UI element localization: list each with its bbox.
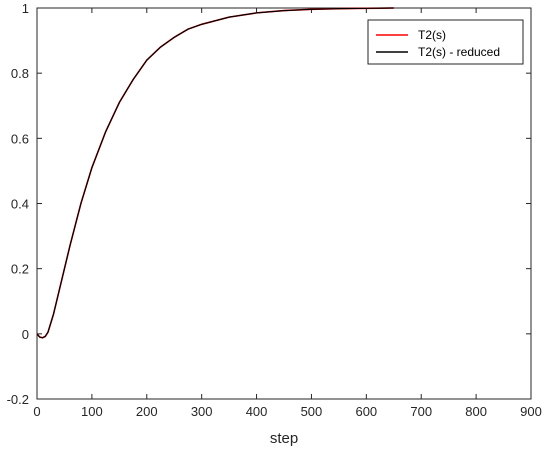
y-tick-label: 0: [22, 327, 29, 342]
legend-label-t2: T2(s): [418, 28, 446, 42]
x-tick-label: 200: [136, 404, 158, 419]
plot-area: [36, 7, 532, 400]
x-tick-label: 800: [465, 404, 487, 419]
x-tick-label: 600: [355, 404, 377, 419]
series-lines: [36, 7, 394, 339]
x-tick-label: 300: [191, 404, 213, 419]
legend: T2(s) T2(s) - reduced: [367, 19, 524, 65]
x-axis-label: step: [270, 430, 298, 447]
x-tick-label: 500: [301, 404, 323, 419]
y-tick-label: 0.6: [11, 131, 29, 146]
y-tick-label: 0.2: [11, 262, 29, 277]
x-tick-label: 700: [410, 404, 432, 419]
y-tick-label: 0.4: [11, 197, 29, 212]
x-tick-label: 400: [246, 404, 268, 419]
legend-label-t2-reduced: T2(s) - reduced: [418, 45, 500, 59]
x-axis-ticks: 0 100 200 300 400 500 600 700 800 900: [33, 8, 542, 419]
y-tick-label: -0.2: [7, 392, 29, 407]
series-line-t2-reduced: [36, 7, 394, 339]
legend-box: [367, 19, 524, 65]
x-tick-label: 0: [33, 404, 40, 419]
x-tick-label: 100: [81, 404, 103, 419]
y-axis-ticks: -0.2 0 0.2 0.4 0.6 0.8 1: [7, 1, 531, 407]
y-tick-label: 1: [22, 1, 29, 16]
y-tick-label: 0.8: [11, 66, 29, 81]
x-tick-label: 900: [520, 404, 542, 419]
